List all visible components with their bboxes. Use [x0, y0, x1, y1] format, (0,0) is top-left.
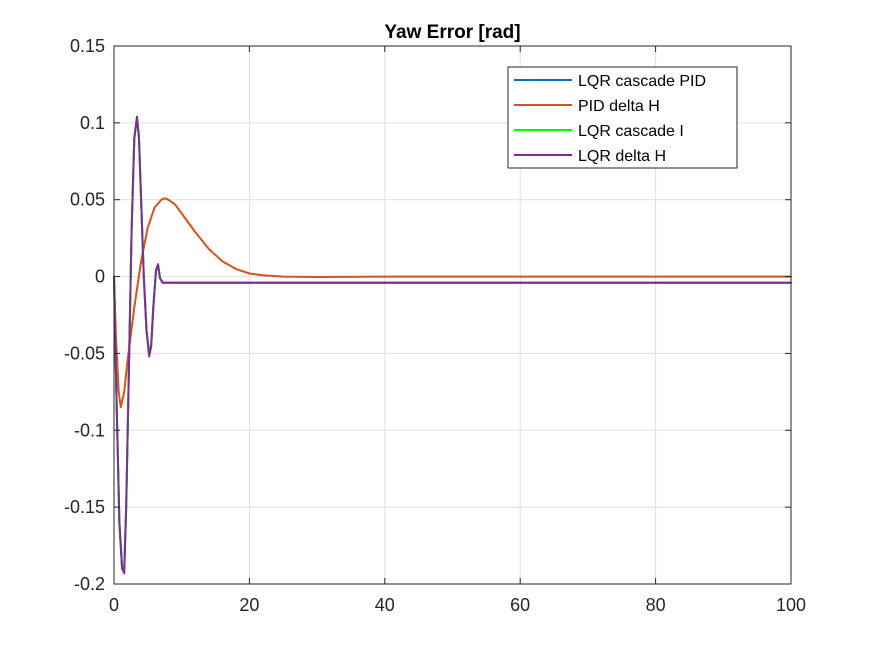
y-tick-label: -0.15 — [64, 497, 105, 517]
x-axis: 0 20 40 60 80 100 — [109, 46, 806, 615]
chart-title: Yaw Error [rad] — [384, 22, 520, 43]
y-tick-label: 0.1 — [80, 113, 105, 133]
x-tick-label: 40 — [375, 595, 395, 615]
legend-label: PID delta H — [578, 98, 660, 115]
y-tick-label: 0 — [95, 267, 105, 287]
legend-label: LQR cascade I — [578, 123, 684, 140]
x-tick-label: 60 — [510, 595, 530, 615]
y-tick-label: 0.05 — [70, 190, 105, 210]
axes-box — [113, 45, 792, 585]
legend-label: LQR cascade PID — [578, 73, 706, 90]
series-line-1 — [113, 197, 792, 409]
series-line-3 — [113, 115, 792, 575]
y-tick-label: 0.15 — [70, 36, 105, 56]
y-tick-label: -0.2 — [74, 574, 105, 594]
legend-label: LQR delta H — [578, 148, 666, 165]
y-tick-label: -0.05 — [64, 343, 105, 363]
x-tick-label: 20 — [239, 595, 259, 615]
x-tick-label: 0 — [109, 595, 119, 615]
y-axis: -0.2 -0.15 -0.1 -0.05 0 0.05 0.1 0.15 — [64, 36, 791, 594]
y-tick-label: -0.1 — [74, 420, 105, 440]
legend: LQR cascade PID PID delta H LQR cascade I L… — [507, 66, 738, 169]
legend-box — [507, 66, 738, 169]
x-tick-label: 100 — [776, 595, 806, 615]
x-tick-label: 80 — [646, 595, 666, 615]
plot-lines — [113, 115, 792, 575]
